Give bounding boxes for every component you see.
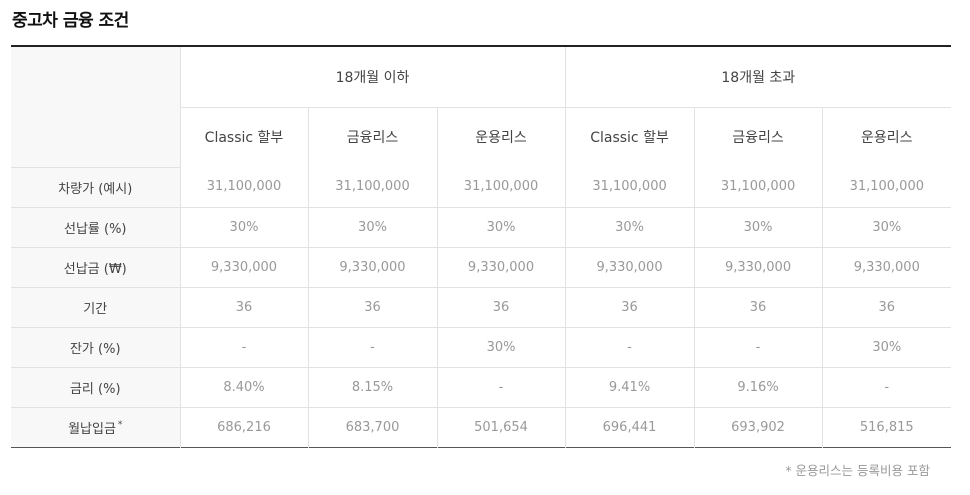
table-row: 선납금 (₩) 9,330,000 9,330,000 9,330,000 9,… — [11, 247, 952, 288]
table-cell: 36 — [693, 287, 823, 328]
table-cell: 693,902 — [693, 407, 823, 447]
product-header: 금융리스 — [307, 107, 437, 167]
table-cell: 30% — [179, 207, 308, 248]
table-cell: 9,330,000 — [179, 247, 308, 288]
table-cell: 30% — [436, 327, 566, 368]
table-cell: 31,100,000 — [307, 167, 437, 208]
footnote-marker: * — [117, 420, 123, 431]
table-row: 월납입금 * 686,216 683,700 501,654 696,441 69… — [11, 407, 952, 447]
table-cell: 36 — [436, 287, 566, 328]
table-cell: 31,100,000 — [564, 167, 695, 208]
product-header: 운용리스 — [436, 107, 566, 167]
table-cell: - — [564, 327, 695, 368]
finance-conditions-table: 18개월 이하 18개월 초과 Classic 할부 금융리스 운용리스 Cla… — [11, 45, 952, 448]
table-cell: 686,216 — [179, 407, 308, 447]
table-cell: 31,100,000 — [436, 167, 566, 208]
table-cell: 9.41% — [564, 367, 695, 408]
table-cell: 696,441 — [564, 407, 695, 447]
table-cell: - — [307, 327, 437, 368]
row-label: 선납률 (%) — [11, 207, 180, 248]
table-cell: 36 — [307, 287, 437, 328]
table-cell: 9,330,000 — [693, 247, 823, 288]
row-label: 금리 (%) — [11, 367, 180, 408]
table-cell: 30% — [821, 207, 952, 248]
table-row: 기간 36 36 36 36 36 36 — [11, 287, 952, 328]
table-cell: 501,654 — [436, 407, 566, 447]
table-cell: 9.16% — [693, 367, 823, 408]
table-corner-header — [11, 46, 180, 168]
table-cell: 8.40% — [179, 367, 308, 408]
table-cell: 9,330,000 — [564, 247, 695, 288]
group-header-over-18: 18개월 초과 — [564, 46, 952, 108]
table-row: 잔가 (%) - - 30% - - 30% — [11, 327, 952, 368]
table-cell: 31,100,000 — [693, 167, 823, 208]
product-header: Classic 할부 — [564, 107, 695, 167]
table-row: 차량가 (예시) 31,100,000 31,100,000 31,100,00… — [11, 167, 952, 208]
group-header-under-18: 18개월 이하 — [179, 46, 566, 108]
table-row: 금리 (%) 8.40% 8.15% - 9.41% 9.16% - — [11, 367, 952, 408]
row-label-monthly-payment: 월납입금 * — [11, 407, 180, 447]
table-cell: - — [693, 327, 823, 368]
table-cell: 9,330,000 — [821, 247, 952, 288]
table-cell: 31,100,000 — [179, 167, 308, 208]
table-cell: - — [821, 367, 952, 408]
table-cell: 683,700 — [307, 407, 437, 447]
table-cell: 516,815 — [821, 407, 952, 447]
row-label: 선납금 (₩) — [11, 247, 180, 288]
table-cell: 30% — [821, 327, 952, 368]
footnote: * 운용리스는 등록비용 포함 — [785, 463, 930, 478]
product-header: 금융리스 — [693, 107, 823, 167]
table-cell: 9,330,000 — [436, 247, 566, 288]
table-cell: 36 — [821, 287, 952, 328]
table-cell: 8.15% — [307, 367, 437, 408]
table-cell: 9,330,000 — [307, 247, 437, 288]
table-cell: 36 — [179, 287, 308, 328]
table-cell: 31,100,000 — [821, 167, 952, 208]
product-header: Classic 할부 — [179, 107, 308, 167]
table-cell: 30% — [307, 207, 437, 248]
page-title: 중고차 금융 조건 — [12, 11, 129, 31]
table-cell: 30% — [693, 207, 823, 248]
table-cell: - — [436, 367, 566, 408]
table-cell: 30% — [564, 207, 695, 248]
row-label: 잔가 (%) — [11, 327, 180, 368]
row-label: 월납입금 — [68, 421, 116, 437]
table-cell: 36 — [564, 287, 695, 328]
table-cell: - — [179, 327, 308, 368]
product-header: 운용리스 — [821, 107, 952, 167]
table-row: 선납률 (%) 30% 30% 30% 30% 30% 30% — [11, 207, 952, 248]
table-cell: 30% — [436, 207, 566, 248]
row-label: 기간 — [11, 287, 180, 328]
row-label: 차량가 (예시) — [11, 167, 180, 208]
